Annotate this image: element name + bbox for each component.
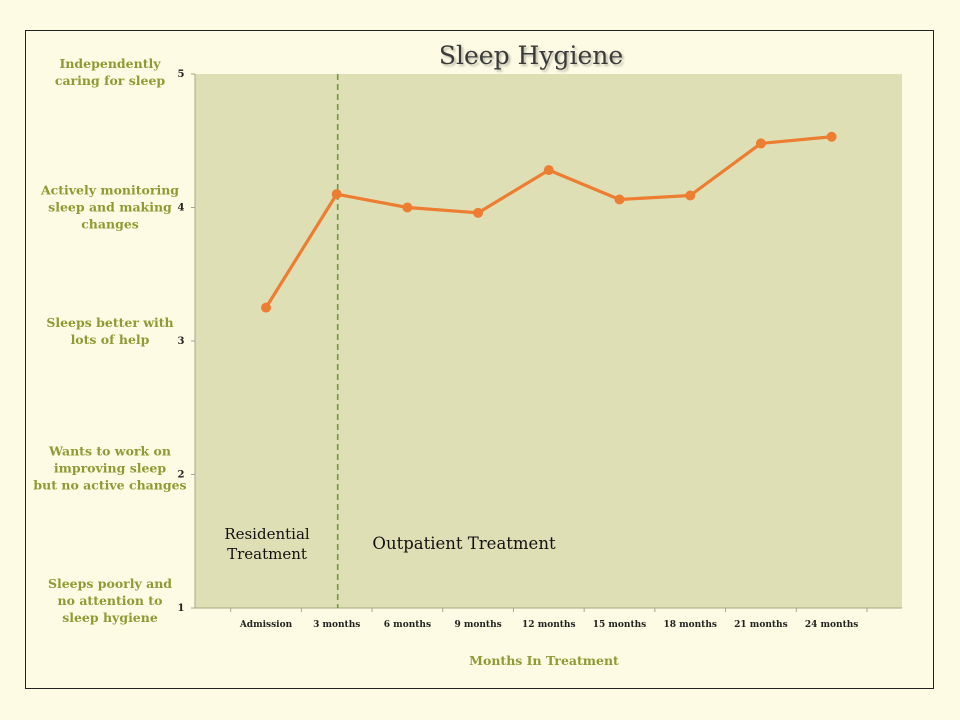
y-level-label-line: lots of help: [71, 332, 150, 347]
y-level-label-line: Actively monitoring: [40, 183, 179, 198]
data-point: [755, 138, 766, 149]
y-level-label: Wants to work on improving sleep but no ac…: [33, 444, 186, 493]
y-level-label-line: sleep and making: [48, 200, 172, 215]
x-tick-label: 24 months: [805, 620, 859, 630]
data-point: [331, 189, 342, 200]
y-level-label-line: changes: [81, 217, 139, 232]
x-tick-label: 15 months: [593, 620, 647, 630]
y-level-label: Independently caring for sleep: [55, 56, 166, 88]
residential-label-line: Residential: [224, 525, 310, 543]
x-tick-label: 9 months: [454, 620, 501, 630]
y-tick-label: 1: [178, 603, 185, 614]
chart-title: Sleep Hygiene: [439, 41, 623, 70]
y-level-label: Actively monitoring sleep and making chang…: [40, 183, 179, 232]
plot-area: 1 2 3 4 5 Independently caring for sleep Active…: [33, 56, 902, 630]
data-point: [685, 190, 696, 201]
y-tick-label: 3: [178, 336, 185, 347]
y-level-label-line: Sleeps poorly and: [48, 576, 172, 591]
y-level-label-line: caring for sleep: [55, 73, 166, 88]
x-tick-label: Admission: [239, 620, 293, 630]
x-tick-label: 6 months: [384, 620, 431, 630]
y-level-label-line: Sleeps better with: [46, 315, 173, 330]
y-tick-label: 5: [178, 69, 185, 80]
y-level-label-line: Independently: [60, 56, 162, 71]
x-tick-label: 12 months: [522, 620, 576, 630]
plot-background: [195, 74, 902, 608]
y-level-label-line: sleep hygiene: [62, 610, 158, 625]
data-point: [473, 207, 484, 218]
sleep-hygiene-chart: Sleep Hygiene 1 2 3 4 5 Independently caring f…: [33, 41, 902, 668]
y-tick-label: 4: [178, 203, 185, 214]
y-level-label: Sleeps better with lots of help: [46, 315, 173, 347]
residential-treatment-label: Residential Treatment: [224, 525, 310, 563]
y-level-label-line: but no active changes: [33, 478, 186, 493]
data-point: [826, 131, 837, 142]
y-tick-label: 2: [178, 470, 185, 481]
x-tick-label: 21 months: [734, 620, 788, 630]
x-tick-label: 3 months: [313, 620, 360, 630]
x-tick-label: 18 months: [663, 620, 717, 630]
y-level-label: Sleeps poorly and no attention to sleep hy…: [48, 576, 172, 625]
data-point: [402, 202, 413, 213]
data-point: [261, 302, 271, 313]
y-level-label-line: improving sleep: [54, 461, 167, 476]
outpatient-treatment-label: Outpatient Treatment: [372, 534, 556, 553]
chart-frame: Sleep Hygiene 1 2 3 4 5 Independently caring f…: [25, 30, 934, 689]
y-level-label-line: Wants to work on: [48, 444, 171, 459]
residential-label-line: Treatment: [227, 545, 307, 563]
x-axis-label: Months In Treatment: [469, 653, 619, 668]
data-point: [614, 194, 625, 205]
data-point: [543, 165, 554, 176]
y-level-label-line: no attention to: [58, 593, 163, 608]
